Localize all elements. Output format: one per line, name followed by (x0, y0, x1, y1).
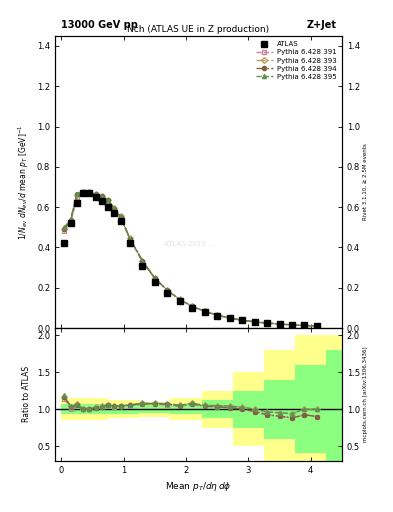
Y-axis label: Rivet 3.1.10, ≥ 2.5M events: Rivet 3.1.10, ≥ 2.5M events (363, 143, 368, 220)
X-axis label: Mean $p_T/d\eta\,d\phi$: Mean $p_T/d\eta\,d\phi$ (165, 480, 232, 493)
Title: Nch (ATLAS UE in Z production): Nch (ATLAS UE in Z production) (127, 25, 270, 34)
Text: ATLAS 2019 ...: ATLAS 2019 ... (164, 241, 215, 247)
Text: 13000 GeV pp: 13000 GeV pp (61, 20, 138, 30)
Legend: ATLAS, Pythia 6.428 391, Pythia 6.428 393, Pythia 6.428 394, Pythia 6.428 395: ATLAS, Pythia 6.428 391, Pythia 6.428 39… (254, 39, 338, 82)
Y-axis label: $1/N_{ev}\ dN_{ev}/d$ mean $p_T\ [\mathrm{GeV}]^{-1}$: $1/N_{ev}\ dN_{ev}/d$ mean $p_T\ [\mathr… (17, 124, 31, 240)
Text: Z+Jet: Z+Jet (306, 20, 336, 30)
Y-axis label: mcplots.cern.ch [arXiv:1306.3436]: mcplots.cern.ch [arXiv:1306.3436] (363, 347, 368, 442)
Y-axis label: Ratio to ATLAS: Ratio to ATLAS (22, 367, 31, 422)
